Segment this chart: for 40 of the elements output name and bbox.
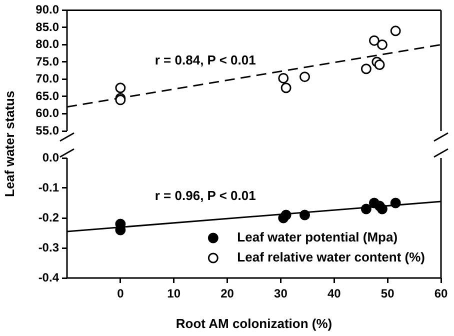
x-tick-label: 0 (117, 286, 124, 301)
y-tick-label: 70.0 (36, 72, 60, 86)
y-tick-label: 0.0 (42, 150, 60, 164)
annotation: r = 0.84, P < 0.01 (154, 52, 256, 68)
point (368, 35, 380, 46)
x-tick-label: 40 (327, 286, 342, 301)
y-tick-label: 65.0 (36, 88, 60, 103)
y-tick-label: 90.0 (36, 2, 60, 17)
text: Leaf relative water content (%) (237, 250, 425, 265)
point (300, 72, 310, 82)
point (278, 72, 289, 84)
y-tick-label: 60.0 (36, 106, 60, 120)
point (360, 64, 372, 74)
legend-label: Leaf water potential (Mpa) (237, 230, 398, 245)
point (390, 198, 401, 208)
x-tick-label: 50 (380, 286, 395, 301)
point (374, 59, 385, 70)
point (280, 82, 292, 94)
x-axis-title: Root AM colonization (%) (176, 316, 332, 331)
point (115, 82, 126, 94)
y-tick-label: -0.1 (38, 180, 60, 194)
y-tick-label: 85.0 (36, 20, 60, 34)
point (390, 26, 401, 36)
x-tick-label: 30 (274, 286, 288, 301)
point (280, 210, 292, 220)
y-tick-label: 80.0 (36, 37, 60, 52)
point (300, 210, 310, 220)
y-tick-label: 75.0 (36, 54, 60, 68)
annotation: r = 0.96, P < 0.01 (154, 188, 256, 203)
x-tick-label: 60 (434, 286, 448, 301)
y-tick-label: 55.0 (36, 123, 60, 138)
y-tick-label: -0.2 (38, 210, 60, 224)
x-tick-label: 20 (220, 286, 234, 301)
x-tick-label: 10 (167, 286, 181, 301)
y-axis-title: Leaf water status (2, 90, 18, 200)
point (360, 204, 372, 214)
point (376, 39, 388, 50)
y-tick-label: -0.4 (38, 270, 60, 284)
y-tick-label: -0.3 (38, 240, 60, 254)
point (376, 204, 388, 214)
